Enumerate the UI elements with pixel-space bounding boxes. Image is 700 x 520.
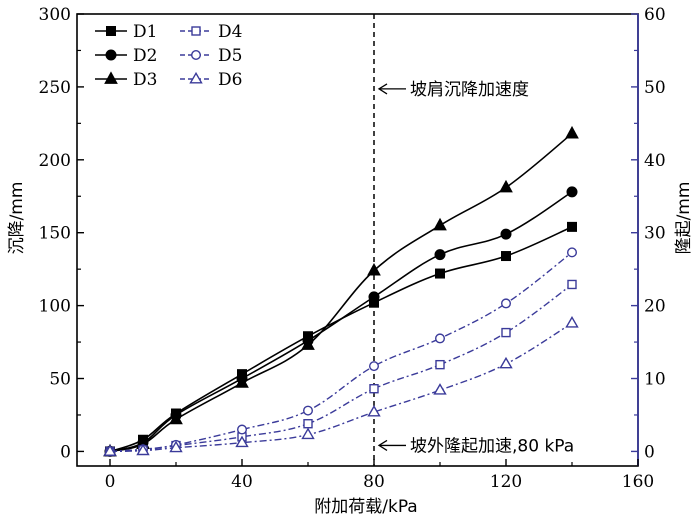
- data-point: [567, 247, 578, 258]
- right-y-tick-label: 30: [644, 224, 666, 244]
- legend-marker: [190, 50, 201, 61]
- left-axis-title: 沉降/mm: [7, 182, 27, 255]
- series-line-d5: [109, 251, 573, 453]
- left-y-tick-label: 100: [39, 297, 71, 317]
- x-tick-label: 160: [622, 472, 654, 492]
- series-d5: [104, 247, 578, 457]
- data-point: [169, 411, 183, 425]
- x-tick-label: 80: [363, 472, 385, 492]
- plot-frame: [76, 13, 639, 467]
- left-y-tick-label: 150: [39, 224, 71, 244]
- data-point: [435, 359, 445, 370]
- legend-label: D1: [133, 22, 157, 42]
- left-y-tick-label: 200: [39, 151, 71, 171]
- data-point: [301, 337, 315, 350]
- legend-item-d6: D6: [180, 70, 242, 90]
- data-point: [367, 262, 381, 276]
- data-point: [369, 361, 380, 372]
- right-axis-title: 隆起/mm: [674, 182, 694, 255]
- right-axis-ticks: 0 10 20 30 40 50 60: [631, 5, 666, 462]
- data-point: [565, 316, 579, 328]
- data-point: [433, 383, 447, 395]
- right-y-tick-label: 40: [644, 151, 666, 171]
- x-axis-title: 附加荷载/kPa: [314, 497, 417, 517]
- right-y-tick-label: 0: [644, 442, 655, 462]
- data-point: [499, 179, 513, 193]
- annotation-arrow-head: [377, 439, 388, 451]
- data-point: [169, 440, 183, 453]
- data-point: [500, 228, 512, 240]
- plot-border: [76, 13, 639, 467]
- data-point: [499, 356, 513, 369]
- series-line-d3: [109, 132, 573, 453]
- data-point: [236, 424, 247, 435]
- data-point: [501, 251, 511, 262]
- annotation-arrow-head: [377, 83, 388, 95]
- legend-label: D6: [218, 70, 242, 90]
- series-layer: [103, 125, 579, 457]
- data-point: [501, 327, 511, 338]
- legend-item-d5: D5: [180, 46, 242, 66]
- data-point: [235, 435, 249, 448]
- legend: D1 D2 D3 D4 D5 D6: [95, 22, 242, 90]
- series-line-d6: [109, 322, 573, 453]
- legend-marker: [189, 71, 203, 84]
- data-point: [501, 298, 512, 309]
- right-y-tick-label: 60: [644, 5, 666, 25]
- data-point: [103, 444, 117, 456]
- legend-item-d4: D4: [180, 22, 242, 42]
- legend-item-d2: D2: [95, 46, 157, 66]
- data-point: [369, 384, 379, 394]
- legend-item-d1: D1: [95, 22, 157, 42]
- data-point: [368, 291, 380, 303]
- legend-label: D5: [218, 46, 242, 66]
- data-point: [136, 443, 150, 456]
- legend-marker: [106, 26, 116, 36]
- right-y-tick-label: 50: [644, 78, 666, 98]
- legend-marker: [105, 49, 117, 61]
- data-point: [367, 404, 381, 417]
- legend-marker: [104, 71, 118, 84]
- right-y-tick-label: 10: [644, 370, 666, 390]
- data-point: [435, 268, 445, 279]
- data-point: [435, 333, 446, 344]
- legend-label: D4: [218, 22, 242, 42]
- data-point: [434, 249, 446, 261]
- x-tick-label: 40: [231, 472, 253, 492]
- x-tick-label: 120: [490, 472, 522, 492]
- annotation-outside-heave: 坡外隆起加速,80 kPa: [410, 436, 574, 456]
- series-d6: [103, 316, 579, 456]
- data-point: [567, 221, 577, 232]
- x-tick-label: 0: [105, 472, 116, 492]
- left-y-tick-label: 250: [39, 78, 71, 98]
- data-point: [565, 125, 579, 139]
- legend-marker: [191, 26, 201, 36]
- data-point: [567, 279, 577, 290]
- legend-label: D2: [133, 46, 157, 66]
- x-axis-ticks: 0 40 80 120 160: [105, 459, 654, 492]
- series-d3: [103, 125, 579, 457]
- data-point: [235, 375, 249, 388]
- data-point: [303, 405, 314, 416]
- data-point: [301, 427, 315, 440]
- left-y-tick-label: 0: [60, 442, 71, 462]
- left-axis-ticks: 0 50 100 150 200 250 300: [39, 5, 84, 462]
- legend-label: D3: [133, 70, 157, 90]
- data-point: [303, 419, 313, 429]
- right-y-tick-label: 20: [644, 297, 666, 317]
- left-y-tick-label: 50: [49, 370, 71, 390]
- legend-item-d3: D3: [95, 70, 157, 90]
- annotation-shoulder-settlement: 坡肩沉降加速度: [410, 80, 529, 100]
- data-point: [566, 186, 578, 198]
- left-y-tick-label: 300: [39, 5, 71, 25]
- data-point: [433, 217, 447, 231]
